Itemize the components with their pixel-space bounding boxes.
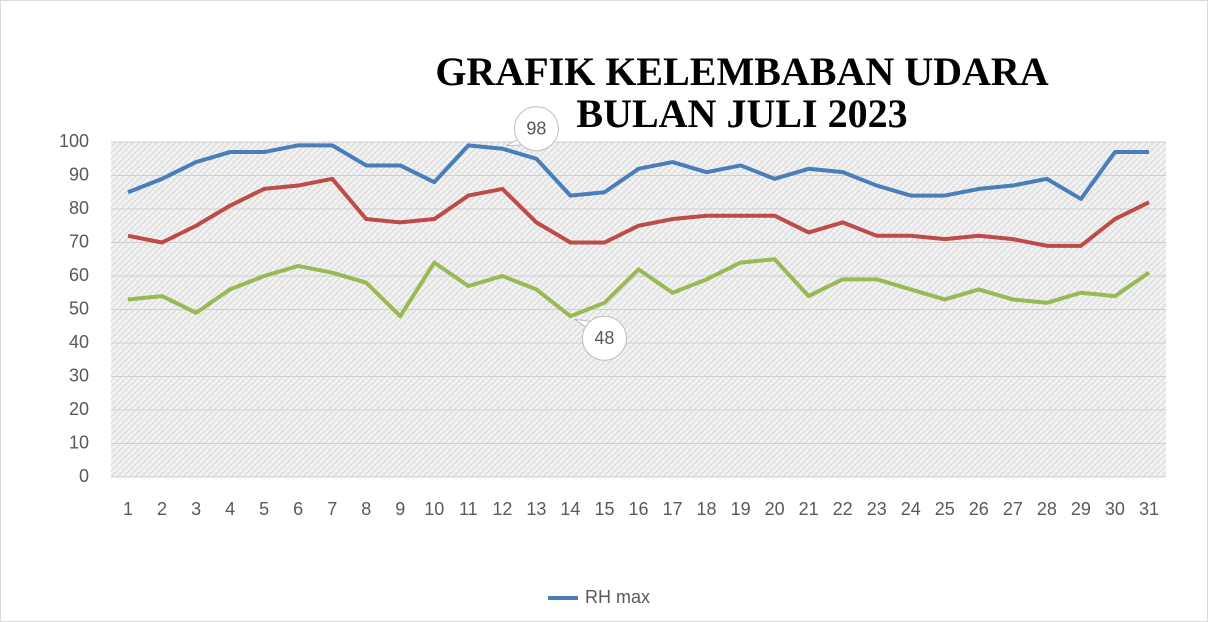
x-tick-label: 11	[459, 499, 478, 519]
x-tick-label: 5	[259, 499, 269, 519]
x-tick-label: 29	[1071, 499, 1091, 519]
y-tick-label: 80	[69, 198, 89, 218]
y-tick-label: 10	[69, 432, 89, 452]
x-tick-label: 7	[327, 499, 337, 519]
x-tick-label: 16	[628, 499, 648, 519]
x-tick-label: 8	[361, 499, 371, 519]
y-tick-label: 60	[69, 265, 89, 285]
y-tick-label: 20	[69, 399, 89, 419]
x-tick-label: 28	[1037, 499, 1057, 519]
x-tick-label: 21	[799, 499, 819, 519]
x-tick-label: 27	[1003, 499, 1023, 519]
y-tick-label: 0	[79, 466, 89, 486]
x-tick-label: 30	[1105, 499, 1125, 519]
x-tick-label: 15	[594, 499, 614, 519]
y-tick-label: 40	[69, 332, 89, 352]
chart-title: GRAFIK KELEMBABAN UDARA	[435, 49, 1048, 94]
x-tick-label: 26	[969, 499, 989, 519]
x-tick-label: 13	[526, 499, 546, 519]
y-tick-label: 90	[69, 164, 89, 184]
series-line	[127, 143, 1149, 201]
x-tick-label: 25	[935, 499, 955, 519]
x-tick-label: 12	[492, 499, 512, 519]
callout	[513, 106, 559, 152]
y-tick-label: 70	[69, 231, 89, 251]
x-tick-label: 3	[191, 499, 201, 519]
x-tick-label: 14	[560, 499, 580, 519]
x-tick-label: 1	[123, 499, 133, 519]
legend-label: RH max	[585, 587, 650, 607]
x-tick-label: 18	[697, 499, 717, 519]
data-label: 98	[526, 118, 546, 138]
x-tick-label: 20	[765, 499, 785, 519]
chart-title: BULAN JULI 2023	[576, 91, 907, 136]
x-tick-label: 9	[395, 499, 405, 519]
x-tick-label: 4	[225, 499, 235, 519]
series-line	[127, 176, 1150, 248]
callout	[581, 315, 627, 361]
x-tick-label: 23	[867, 499, 887, 519]
x-tick-label: 17	[663, 499, 683, 519]
data-label: 48	[594, 328, 614, 348]
x-tick-label: 6	[293, 499, 303, 519]
x-tick-label: 10	[424, 499, 444, 519]
y-tick-label: 100	[59, 131, 89, 151]
x-tick-label: 2	[157, 499, 167, 519]
y-tick-label: 30	[69, 365, 89, 385]
x-tick-label: 31	[1139, 499, 1159, 519]
y-tick-label: 50	[69, 298, 89, 318]
x-tick-label: 24	[901, 499, 921, 519]
series-line	[127, 257, 1151, 319]
x-tick-label: 19	[731, 499, 751, 519]
x-tick-label: 22	[833, 499, 853, 519]
